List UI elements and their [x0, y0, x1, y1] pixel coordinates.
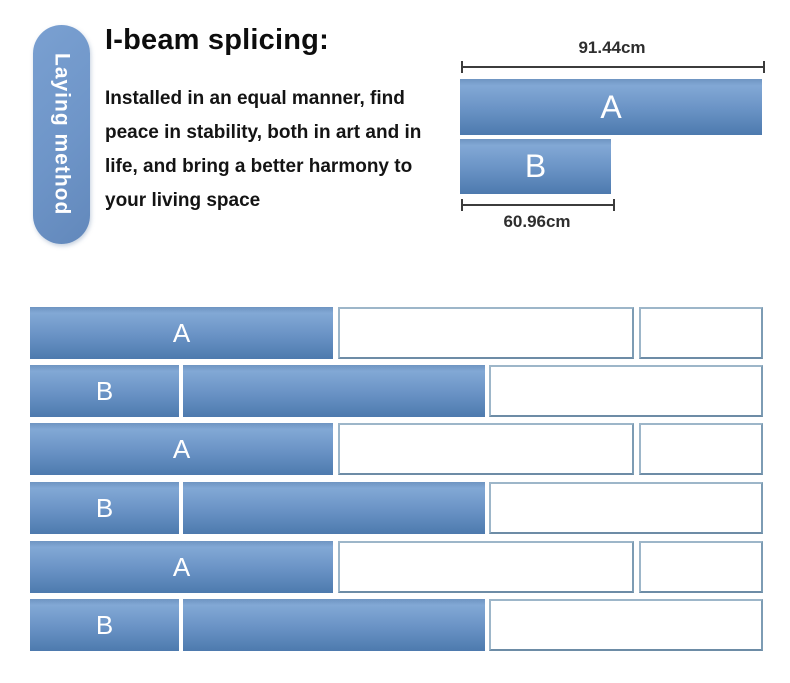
plank-white [338, 541, 634, 593]
plank-a-blue: A [30, 423, 333, 475]
section-description: Installed in an equal manner, find peace… [105, 82, 421, 218]
dimension-line-b [461, 199, 615, 211]
layout-row-3: A [30, 423, 763, 475]
plank-label: B [95, 375, 114, 406]
plank-label: A [172, 317, 191, 348]
plank-b-blue: B [30, 482, 179, 534]
dimension-label-b: 60.96cm [503, 212, 571, 231]
plank-b: B [460, 139, 611, 194]
plank-white-short [639, 541, 763, 593]
layout-row-2: B [30, 365, 763, 417]
plank-blue-unlabeled [183, 482, 485, 534]
section-title: I-beam splicing: [105, 24, 329, 56]
plank-white [489, 482, 763, 534]
laying-pattern-diagram: A B A B A [30, 307, 764, 652]
plank-blue-unlabeled [183, 365, 485, 417]
plank-label: A [172, 433, 191, 464]
description-line: life, and bring a better harmony to [105, 156, 413, 177]
description-line: Installed in an equal manner, find [105, 88, 405, 109]
laying-method-pill: Laying method [33, 25, 90, 244]
plank-blue-unlabeled [183, 599, 485, 651]
layout-row-1: A [30, 307, 763, 359]
laying-method-pill-label: Laying method [50, 53, 74, 216]
layout-row-5: A [30, 541, 763, 593]
plank-a-blue: A [30, 307, 333, 359]
plank-size-diagram: 91.44cm A B 60.96cm [0, 0, 790, 250]
plank-label: B [95, 492, 114, 523]
plank-b-label: B [524, 148, 547, 184]
layout-row-4: B [30, 482, 763, 534]
plank-white-short [639, 423, 763, 475]
dimension-line-a [461, 61, 765, 73]
description-line: your living space [105, 190, 261, 211]
plank-label: B [95, 609, 114, 640]
layout-row-6: B [30, 599, 763, 651]
plank-a-blue: A [30, 541, 333, 593]
plank-white [338, 307, 634, 359]
plank-b-blue: B [30, 365, 179, 417]
plank-label: A [172, 551, 191, 582]
plank-white [489, 599, 763, 651]
plank-a: A [460, 79, 762, 135]
plank-white [338, 423, 634, 475]
dimension-label-a: 91.44cm [578, 38, 646, 57]
description-line: peace in stability, both in art and in [105, 122, 422, 143]
plank-a-label: A [600, 88, 622, 125]
plank-b-blue: B [30, 599, 179, 651]
plank-white [489, 365, 763, 417]
plank-white-short [639, 307, 763, 359]
